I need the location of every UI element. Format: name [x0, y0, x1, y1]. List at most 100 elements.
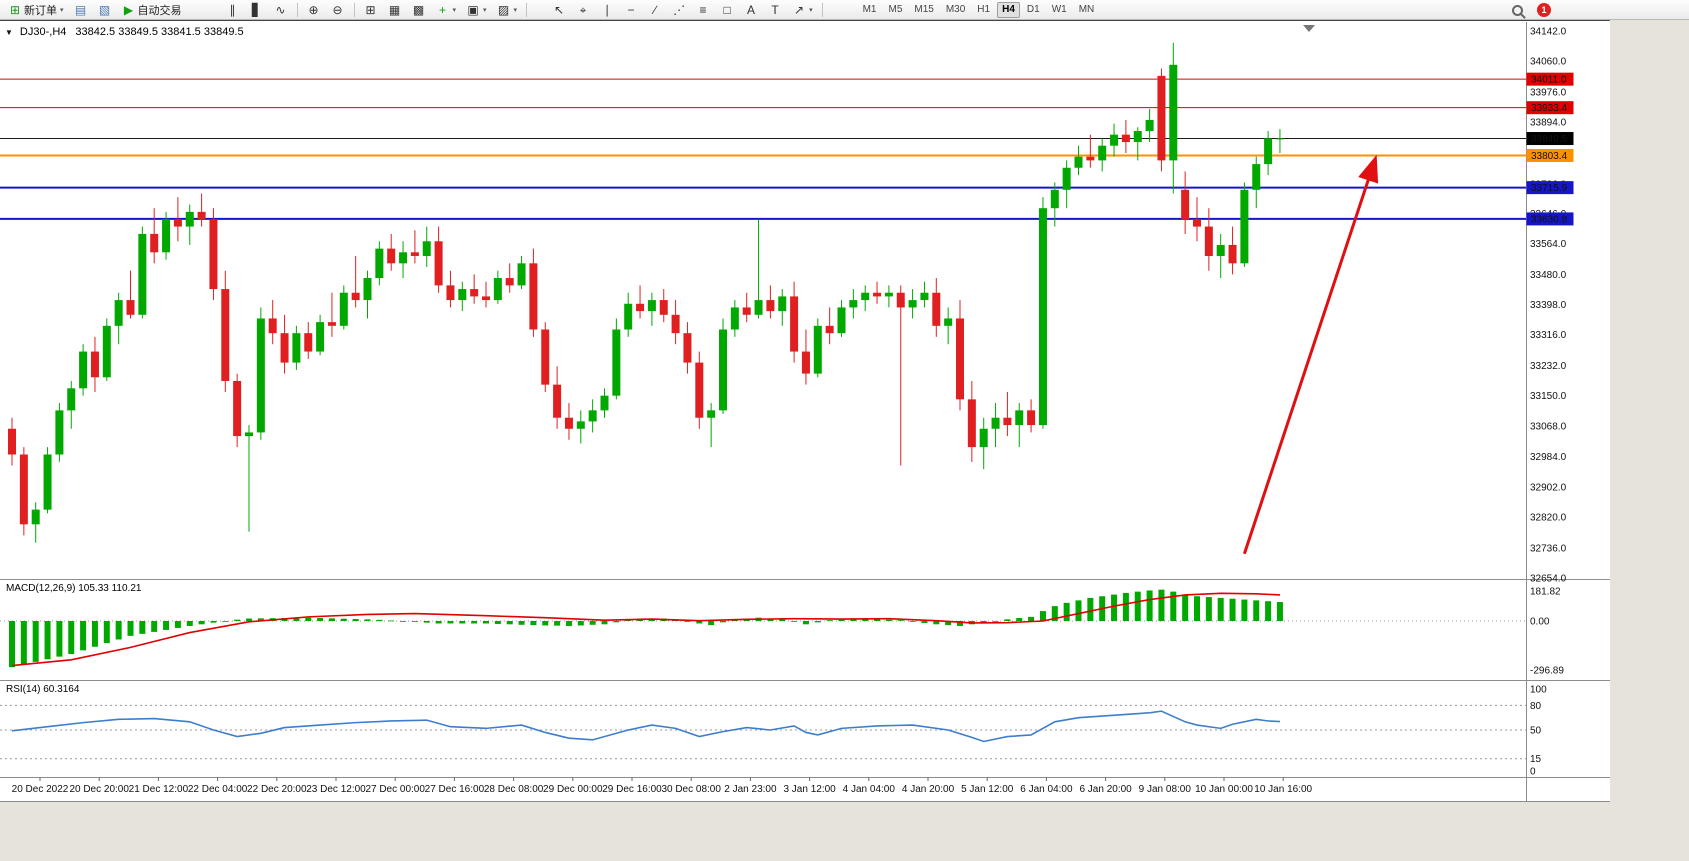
price-axis-ticks[interactable]: 34142.034060.033976.033894.033810.033726… [1530, 27, 1567, 585]
arrange-windows-button[interactable]: ▩ [408, 1, 430, 19]
svg-text:27 Dec 16:00: 27 Dec 16:00 [425, 784, 485, 795]
shapes-button[interactable]: □ [716, 1, 738, 19]
toolbar-separator [526, 2, 528, 17]
zoom-in-button[interactable]: ⊕ [303, 1, 325, 19]
svg-text:32736.0: 32736.0 [1530, 543, 1567, 554]
notification-badge[interactable]: 1 [1537, 3, 1551, 17]
search-icon[interactable] [1512, 4, 1523, 16]
time-axis-labels[interactable]: 20 Dec 2022 20 Dec 20:00 21 Dec 12:00 22 De… [12, 777, 1313, 796]
arrows-button[interactable]: ↗ ▾ [788, 1, 817, 19]
price-badges: 34011.0 33933.4 33849.5 33803.4 33715.9 33630… [1526, 72, 1574, 226]
svg-text:34060.0: 34060.0 [1530, 57, 1567, 68]
new-chart-icon: + [439, 2, 447, 17]
timeframe-w1-button[interactable]: W1 [1051, 4, 1067, 15]
dropdown-arrow-icon[interactable]: ▾ [60, 6, 64, 14]
new-order-button-label: 新订单 [24, 4, 57, 17]
cascade-windows-button[interactable]: ▦ [384, 1, 406, 19]
svg-text:33803.4: 33803.4 [1531, 151, 1568, 162]
label-button[interactable]: T [764, 1, 786, 19]
zoom-in-icon: ⊕ [308, 2, 319, 17]
macd-signal-line [11, 592, 1280, 667]
svg-text:-296.89: -296.89 [1530, 665, 1564, 676]
navigator-button[interactable]: ▧ [94, 1, 116, 19]
horizontal-levels-layer[interactable] [0, 78, 1526, 220]
new-chart-button[interactable]: + ▾ [432, 1, 461, 19]
line-chart-button[interactable]: ∿ [270, 1, 292, 19]
chart-background [0, 21, 1610, 802]
trendline-button[interactable]: ∕ [644, 1, 666, 19]
toolbar-separator [296, 2, 298, 17]
svg-text:33398.0: 33398.0 [1530, 300, 1567, 311]
svg-text:29 Dec 16:00: 29 Dec 16:00 [602, 784, 662, 795]
price-badge: 33803.4 [1526, 148, 1574, 162]
svg-text:10 Jan 16:00: 10 Jan 16:00 [1254, 784, 1312, 795]
timeframe-h1-button[interactable]: H1 [977, 4, 991, 15]
svg-text:33715.9: 33715.9 [1531, 183, 1568, 194]
svg-text:33232.0: 33232.0 [1530, 361, 1567, 372]
templates-button[interactable]: ▨ ▾ [493, 1, 522, 19]
svg-text:33480.0: 33480.0 [1530, 270, 1567, 281]
market-watch-button[interactable]: ▤ [70, 1, 92, 19]
timeframe-h4-button[interactable]: H4 [997, 1, 1020, 18]
svg-text:20 Dec 20:00: 20 Dec 20:00 [69, 784, 129, 795]
chart-window: 34142.034060.033976.033894.033810.033726… [0, 20, 1610, 802]
dropdown-arrow-icon[interactable]: ▾ [452, 6, 457, 14]
main-toolbar: ⊞ 新订单 ▾ ▤ ▧ ▶ 自动交易 ∥ ▋ ∿ ⊕ ⊖ ⊞ ▦ ▩ + ▾ ▣ ▾ ▨ ▾ ↖ ⌖ ∣ − ∕ ⋰ ≡ □ A T ↗ ▾ M1… [0, 0, 1689, 20]
cursor-icon: ↖ [554, 2, 565, 17]
timeframe-m5-button[interactable]: M5 [888, 4, 903, 15]
crosshair-button[interactable]: ⌖ [572, 1, 594, 19]
timeframe-m15-button[interactable]: M15 [914, 4, 934, 15]
vertical-line-button[interactable]: ∣ [596, 1, 618, 19]
autotrade-button-label: 自动交易 [137, 4, 182, 17]
dropdown-arrow-icon[interactable]: ▾ [483, 6, 487, 14]
candles-layer [8, 42, 1284, 543]
new-order-button[interactable]: ⊞ 新订单 ▾ [4, 1, 68, 19]
toolbar-separator [353, 2, 355, 17]
profiles-button[interactable]: ▣ ▾ [462, 1, 491, 19]
toolbar-spacer [187, 9, 221, 10]
svg-text:4 Jan 20:00: 4 Jan 20:00 [902, 784, 955, 795]
horizontal-line-button[interactable]: − [620, 1, 642, 19]
chart-shift-marker-icon[interactable] [1303, 25, 1315, 32]
svg-text:10 Jan 00:00: 10 Jan 00:00 [1195, 784, 1253, 795]
tile-windows-button[interactable]: ⊞ [360, 1, 382, 19]
trendline-icon: ∕ [654, 2, 657, 17]
svg-text:6 Jan 20:00: 6 Jan 20:00 [1079, 784, 1132, 795]
arrows-icon: ↗ [794, 2, 805, 17]
svg-text:33894.0: 33894.0 [1530, 118, 1567, 129]
channel-button[interactable]: ⋰ [668, 1, 690, 19]
svg-text:21 Dec 12:00: 21 Dec 12:00 [129, 784, 189, 795]
bars-chart-button[interactable]: ∥ [222, 1, 244, 19]
timeframe-d1-button[interactable]: D1 [1026, 4, 1040, 15]
price-badge: 34011.0 [1526, 72, 1574, 86]
trend-arrow-annotation[interactable] [1242, 154, 1379, 555]
zoom-out-icon: ⊖ [332, 2, 343, 17]
cursor-button[interactable]: ↖ [548, 1, 570, 19]
chart-symbol-period: DJ30-,H4 [19, 26, 67, 38]
price-badge: 33630.8 [1526, 212, 1574, 226]
timeframe-mn-button[interactable]: MN [1078, 4, 1095, 15]
toolbar-spacer [531, 9, 547, 10]
dropdown-arrow-icon[interactable]: ▾ [513, 6, 518, 14]
text-button[interactable]: A [740, 1, 762, 19]
toolbar-spacer [827, 9, 857, 10]
svg-text:32984.0: 32984.0 [1530, 452, 1567, 463]
candles-chart-button[interactable]: ▋ [246, 1, 268, 19]
price-chart-canvas[interactable]: 34142.034060.033976.033894.033810.033726… [0, 21, 1610, 802]
templates-icon: ▨ [497, 2, 510, 17]
macd-axis-ticks: 181.82 0.00 -296.89 [1530, 586, 1564, 676]
price-badge: 33849.5 [1526, 132, 1574, 146]
autotrade-button[interactable]: ▶ 自动交易 [118, 1, 186, 19]
svg-text:33068.0: 33068.0 [1530, 421, 1567, 432]
svg-text:0: 0 [1530, 767, 1536, 778]
svg-text:15: 15 [1530, 754, 1542, 765]
chart-header: ▼ DJ30-,H4 33842.5 33849.5 33841.5 33849… [5, 26, 244, 38]
timeframe-m1-button[interactable]: M1 [862, 4, 877, 15]
timeframe-m30-button[interactable]: M30 [945, 4, 966, 15]
dropdown-arrow-icon[interactable]: ▾ [809, 6, 813, 14]
zoom-out-button[interactable]: ⊖ [327, 1, 349, 19]
shapes-icon: □ [723, 2, 731, 17]
fibonacci-button[interactable]: ≡ [692, 1, 714, 19]
chart-dropdown-icon[interactable]: ▼ [5, 27, 13, 37]
